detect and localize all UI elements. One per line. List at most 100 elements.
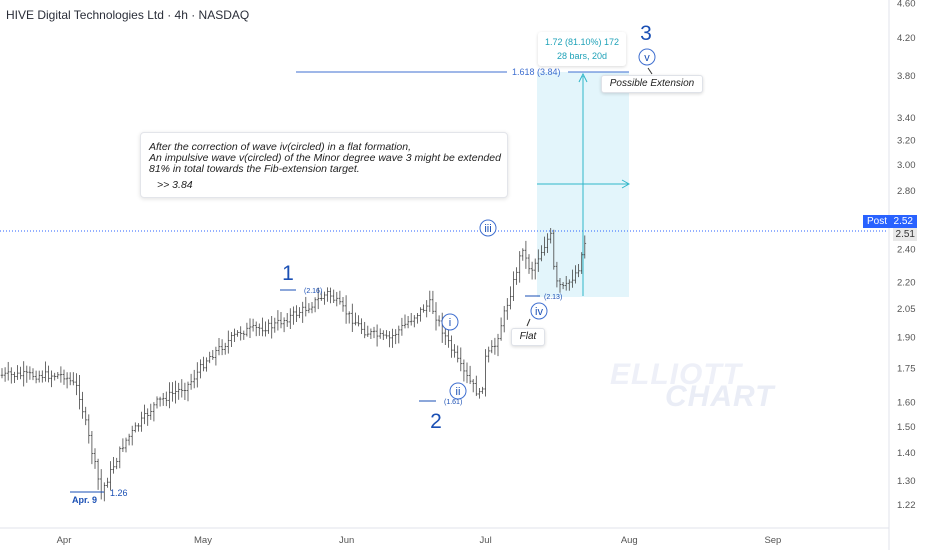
- wave-level-1: (2.16): [304, 288, 322, 295]
- ohlc-bar: [462, 359, 466, 382]
- ohlc-bar: [301, 301, 304, 323]
- ohlc-bar: [413, 315, 416, 328]
- ohlc-bar: [347, 311, 351, 324]
- chart-title: HIVE Digital Technologies Ltd · 4h · NAS…: [6, 8, 250, 22]
- ohlc-bar: [47, 365, 50, 383]
- ohlc-bar: [456, 345, 459, 363]
- ohlc-bar: [149, 403, 153, 420]
- ohlc-bar: [580, 252, 583, 274]
- ohlc-bar: [378, 328, 382, 339]
- ohlc-bar: [0, 368, 4, 379]
- ohlc-bar: [130, 425, 134, 446]
- ohlc-bar: [16, 365, 19, 380]
- ohlc-bar: [158, 396, 162, 407]
- analysis-note[interactable]: After the correction of wave iv(circled)…: [140, 132, 508, 198]
- ohlc-bar: [6, 361, 10, 381]
- ohlc-bar: [431, 290, 435, 315]
- ohlc-bar: [475, 375, 478, 397]
- ohlc-bar: [310, 301, 314, 314]
- measure-line-1: 1.72 (81.10%) 172: [544, 37, 620, 47]
- ohlc-bar: [168, 382, 171, 409]
- y-tick-label: 2.20: [897, 277, 916, 288]
- ohlc-bar: [344, 295, 348, 324]
- ohlc-bar: [53, 372, 56, 381]
- ohlc-bar: [372, 326, 376, 339]
- ohlc-bar: [292, 306, 295, 325]
- ohlc-bar: [217, 338, 221, 356]
- ohlc-bar: [509, 286, 512, 310]
- ohlc-bar: [124, 437, 128, 453]
- ohlc-bar: [205, 357, 208, 372]
- ohlc-bar: [564, 276, 568, 291]
- ohlc-bar: [50, 370, 53, 388]
- ohlc-bar: [533, 258, 537, 280]
- ohlc-bar: [295, 305, 298, 323]
- y-tick-label: 1.75: [897, 364, 916, 375]
- svg-text:iii: iii: [484, 223, 491, 235]
- ohlc-bar: [196, 362, 199, 388]
- ohlc-bar: [112, 456, 115, 474]
- ohlc-bar: [177, 382, 180, 400]
- ohlc-bar: [192, 369, 196, 389]
- ohlc-bar: [453, 344, 456, 358]
- ohlc-bar: [419, 307, 422, 322]
- ohlc-bar: [400, 317, 404, 336]
- ohlc-bar: [34, 370, 38, 384]
- ohlc-bar: [496, 333, 500, 357]
- ohlc-bar: [174, 380, 177, 404]
- ohlc-bar: [211, 349, 215, 360]
- ohlc-bar: [245, 322, 249, 337]
- ohlc-bar: [10, 367, 13, 384]
- y-tick-label: 2.80: [897, 186, 916, 197]
- last-price-badge: 2.51: [893, 228, 917, 241]
- extension-tag[interactable]: Possible Extension: [601, 75, 703, 93]
- ohlc-bar: [180, 379, 184, 398]
- y-tick-label: 1.90: [897, 333, 916, 344]
- ohlc-bar: [152, 402, 156, 422]
- ohlc-bar: [254, 321, 258, 337]
- ohlc-bar: [289, 308, 292, 330]
- ohlc-bar: [316, 287, 320, 310]
- ohlc-bar: [425, 300, 428, 318]
- ohlc-bar: [394, 329, 397, 345]
- ohlc-bar: [87, 414, 91, 444]
- y-axis[interactable]: 4.60 4.20 3.80 3.40 3.20 3.00 2.80 2.40 2.20 2.05…: [897, 0, 916, 511]
- ohlc-bar: [93, 448, 97, 469]
- flat-pointer: [526, 318, 531, 327]
- ohlc-bar: [223, 342, 227, 355]
- ohlc-bar: [537, 249, 540, 272]
- x-axis[interactable]: Apr May Jun Jul Aug Sep: [57, 535, 782, 546]
- ohlc-bar: [56, 372, 60, 379]
- ohlc-bar: [25, 365, 29, 383]
- y-tick-label: 2.05: [897, 304, 916, 315]
- ohlc-bar: [276, 310, 280, 331]
- ohlc-bar: [115, 457, 118, 470]
- ohlc-bar: [499, 317, 503, 341]
- ohlc-bar: [127, 433, 131, 446]
- ohlc-bar: [329, 287, 332, 304]
- y-tick-label: 3.40: [897, 113, 916, 124]
- ohlc-bar: [502, 305, 506, 333]
- measure-box[interactable]: 1.72 (81.10%) 172 28 bars, 20d: [538, 32, 626, 66]
- y-tick-label: 1.22: [897, 500, 916, 511]
- post-value: 2.52: [893, 216, 913, 227]
- svg-text:iv: iv: [535, 306, 543, 318]
- x-tick-label: Jun: [339, 535, 354, 546]
- ohlc-bar: [261, 317, 264, 337]
- ohlc-bar: [388, 331, 391, 348]
- fib-target-label: 1.618 (3.84): [512, 67, 561, 77]
- ohlc-bar: [304, 296, 308, 317]
- y-tick-label: 3.80: [897, 71, 916, 82]
- ohlc-bar: [22, 361, 25, 387]
- extension-pointer: [647, 67, 653, 75]
- flat-tag[interactable]: Flat: [511, 328, 545, 346]
- ohlc-bar: [409, 312, 413, 326]
- ohlc-bar: [437, 315, 441, 327]
- wave-label-iii: iii: [479, 219, 497, 237]
- ohlc-bar: [19, 366, 22, 380]
- ohlc-bar: [279, 311, 283, 329]
- ohlc-bar: [338, 290, 342, 305]
- ohlc-bar: [391, 328, 394, 348]
- ohlc-bar: [493, 337, 497, 355]
